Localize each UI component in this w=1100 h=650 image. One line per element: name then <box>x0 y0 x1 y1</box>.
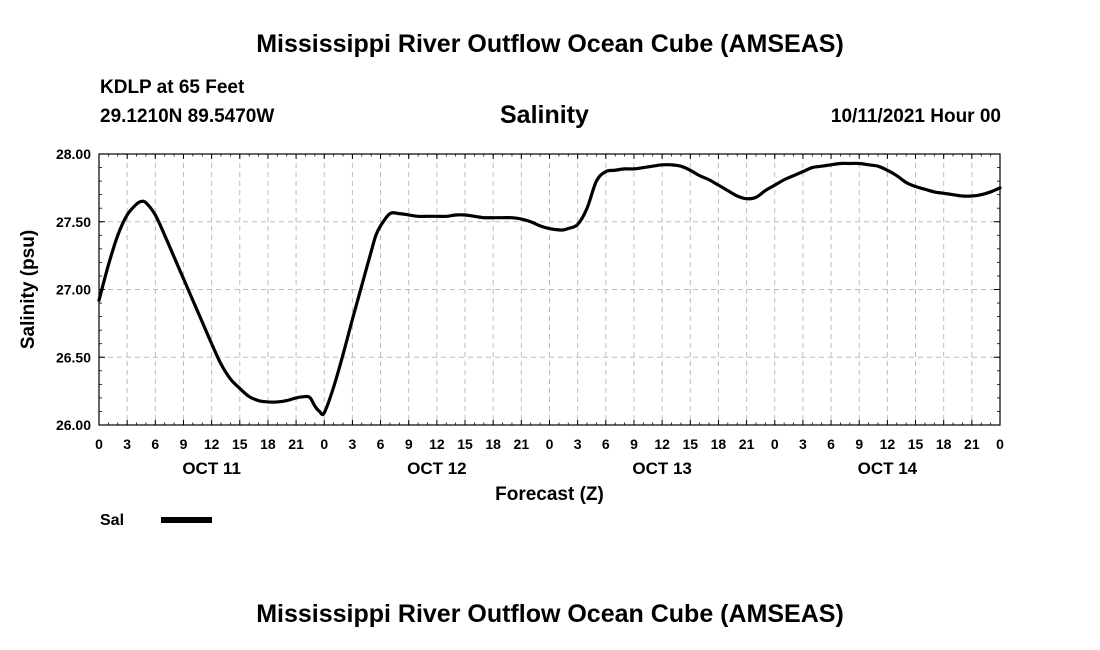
x-tick-label: 18 <box>485 436 501 452</box>
x-tick-label: 3 <box>574 436 582 452</box>
legend-label: Sal <box>100 512 124 529</box>
x-tick-label: 21 <box>739 436 755 452</box>
x-tick-label: 3 <box>349 436 357 452</box>
x-tick-label: 9 <box>630 436 638 452</box>
x-tick-label: 3 <box>123 436 131 452</box>
x-tick-label: 9 <box>180 436 188 452</box>
x-tick-label: 0 <box>95 436 103 452</box>
y-tick-label: 27.50 <box>56 214 91 230</box>
x-tick-label: 9 <box>405 436 413 452</box>
x-tick-label: 0 <box>546 436 554 452</box>
station-label: KDLP at 65 Feet <box>100 77 245 98</box>
variable-title: Salinity <box>500 101 589 129</box>
x-tick-label: 15 <box>457 436 473 452</box>
x-tick-label: 15 <box>232 436 248 452</box>
x-tick-label: 18 <box>260 436 276 452</box>
x-tick-label: 21 <box>288 436 304 452</box>
y-tick-label: 28.00 <box>56 146 91 162</box>
footer-title: Mississippi River Outflow Ocean Cube (AM… <box>256 600 844 628</box>
x-tick-label: 0 <box>996 436 1004 452</box>
series-line-salinity <box>97 161 1002 417</box>
day-label: OCT 11 <box>182 459 241 478</box>
y-tick-label: 26.00 <box>56 417 91 433</box>
day-label: OCT 13 <box>632 459 692 478</box>
x-tick-label: 0 <box>771 436 779 452</box>
x-tick-label: 21 <box>964 436 980 452</box>
day-label: OCT 12 <box>407 459 467 478</box>
station-coordinates: 29.1210N 89.5470W <box>100 106 275 127</box>
chart-title: Mississippi River Outflow Ocean Cube (AM… <box>256 30 844 58</box>
x-tick-label: 3 <box>799 436 807 452</box>
x-tick-label: 0 <box>320 436 328 452</box>
x-axis-label: Forecast (Z) <box>495 484 604 505</box>
x-tick-label: 18 <box>711 436 727 452</box>
x-tick-label: 12 <box>654 436 670 452</box>
x-tick-label: 12 <box>880 436 896 452</box>
plot-frame <box>98 153 1001 426</box>
x-tick-label: 6 <box>151 436 159 452</box>
x-tick-label: 9 <box>855 436 863 452</box>
x-tick-label: 21 <box>514 436 530 452</box>
x-tick-label: 6 <box>377 436 385 452</box>
y-tick-label: 26.50 <box>56 349 91 365</box>
forecast-run-time: 10/11/2021 Hour 00 <box>830 106 1001 127</box>
x-tick-label: 6 <box>602 436 610 452</box>
x-tick-label: 6 <box>827 436 835 452</box>
x-tick-label: 12 <box>429 436 445 452</box>
day-label: OCT 14 <box>858 459 918 478</box>
x-tick-label: 12 <box>204 436 220 452</box>
x-tick-label: 15 <box>682 436 698 452</box>
x-tick-label: 15 <box>908 436 924 452</box>
x-tick-label: 18 <box>936 436 952 452</box>
y-axis-label: Salinity (psu) <box>18 230 39 349</box>
y-tick-label: 27.00 <box>56 282 91 298</box>
